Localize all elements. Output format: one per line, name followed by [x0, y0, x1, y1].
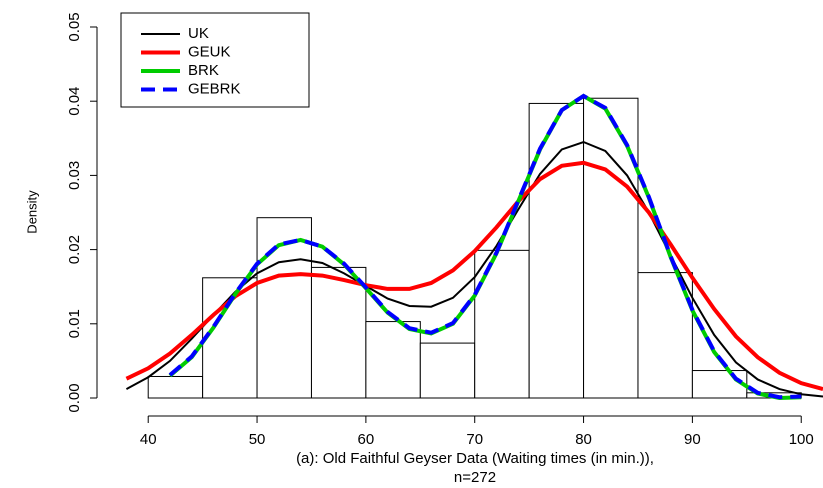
x-axis-label: (a): Old Faithful Geyser Data (Waiting t… — [296, 450, 654, 467]
x-tick-label: 100 — [789, 431, 814, 448]
histogram-bar — [202, 277, 258, 399]
y-tick-label: 0.03 — [66, 161, 83, 190]
density-line — [168, 93, 802, 400]
x-tick-label: 50 — [249, 431, 266, 448]
legend-label: GEBRK — [188, 80, 241, 97]
y-tick-label: 0.01 — [66, 309, 83, 338]
histogram-bar — [528, 102, 585, 399]
histogram-bar — [147, 375, 204, 399]
y-tick-label: 0.00 — [66, 383, 83, 412]
x-tick-label: 60 — [358, 431, 375, 448]
histogram-bar — [691, 370, 748, 399]
y-tick-label: 0.02 — [66, 235, 83, 264]
x-tick-label: 80 — [575, 431, 592, 448]
histogram-bar — [419, 342, 476, 399]
histogram-bar — [365, 321, 421, 399]
density-line — [125, 160, 823, 392]
legend-label: UK — [188, 25, 209, 42]
x-tick-label: 90 — [684, 431, 701, 448]
histogram-bar — [256, 217, 312, 399]
plot-area — [125, 93, 823, 401]
x-tick-label: 70 — [466, 431, 483, 448]
y-tick-label: 0.04 — [66, 87, 83, 116]
y-axis-label: Density — [24, 190, 39, 234]
x-axis-label: n=272 — [454, 469, 496, 486]
legend-label: BRK — [188, 62, 219, 79]
histogram-bar — [310, 266, 367, 399]
x-tick-label: 40 — [140, 431, 157, 448]
legend-label: GEUK — [188, 43, 231, 60]
histogram-bar — [637, 272, 693, 399]
y-tick-label: 0.05 — [66, 12, 83, 41]
histogram-bar — [474, 249, 530, 399]
histogram-bar — [583, 97, 639, 399]
